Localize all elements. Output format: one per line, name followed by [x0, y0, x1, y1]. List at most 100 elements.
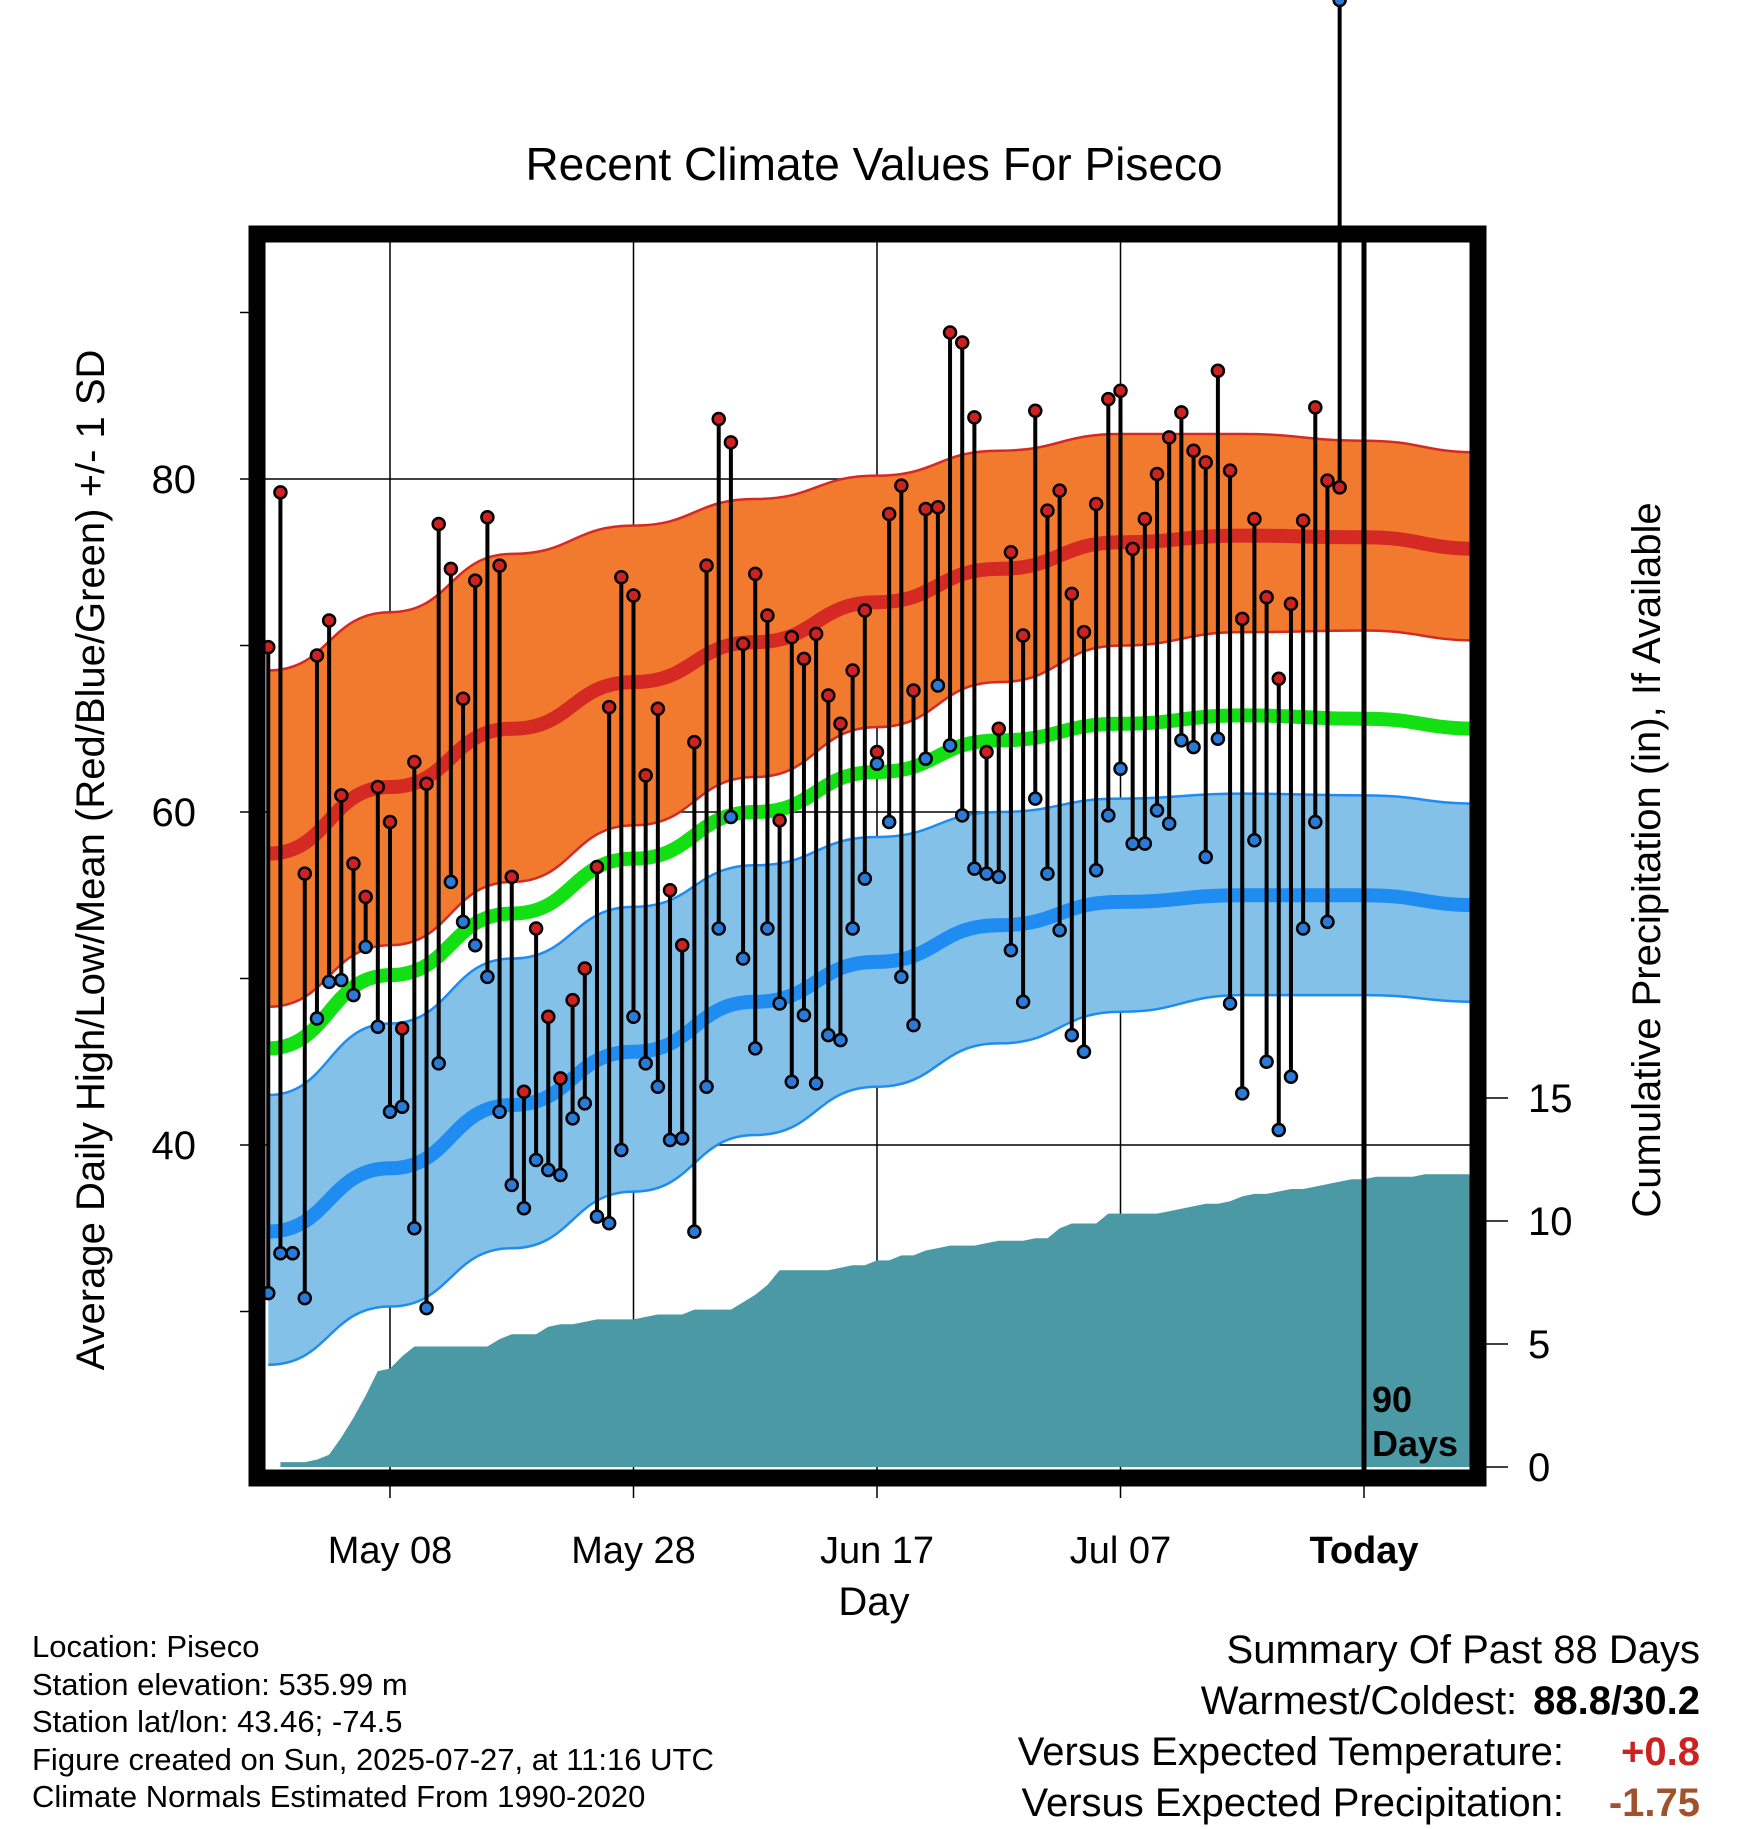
daily-high-point	[1113, 383, 1128, 399]
daily-high-point	[321, 613, 337, 628]
y-axis-label-right: Cumulative Precipitation (in), If Availa…	[1625, 502, 1669, 1217]
daily-low-point	[394, 1099, 410, 1114]
daily-low-point	[1259, 1054, 1274, 1069]
daily-low-point	[1210, 731, 1226, 746]
daily-low-point	[942, 738, 958, 753]
daily-high-point	[309, 648, 325, 663]
warm-cold-value: 88.8/30.2	[1533, 1679, 1700, 1723]
daily-low-point	[1003, 942, 1019, 958]
daily-low-point	[674, 1131, 690, 1146]
daily-low-point	[321, 974, 337, 990]
daily-high-point	[1149, 466, 1165, 482]
daily-high-point	[894, 478, 909, 493]
daily-low-point	[1271, 1122, 1287, 1138]
daily-low-point	[918, 751, 933, 766]
daily-high-point	[930, 500, 946, 515]
daily-high-point	[1186, 443, 1201, 458]
x-tick-label-jun-17: Jun 17	[820, 1530, 934, 1572]
daily-low-point	[358, 939, 373, 955]
daily-low-point	[930, 678, 946, 693]
y-tick-label-40: 40	[152, 1124, 197, 1168]
daily-low-point	[699, 1079, 714, 1094]
daily-low-point	[297, 1290, 313, 1306]
daily-high-point	[918, 501, 933, 517]
daily-low-point	[857, 871, 873, 886]
daily-low-point	[1332, 0, 1347, 8]
daily-low-point	[467, 937, 483, 953]
daily-low-point	[1235, 1086, 1250, 1101]
chart-title: Recent Climate Values For Piseco	[525, 138, 1222, 190]
y-tick-label-right-10: 10	[1528, 1200, 1573, 1244]
today-days-label-2: Days	[1372, 1423, 1458, 1464]
daily-high-point	[516, 1084, 532, 1099]
daily-low-point	[735, 951, 751, 966]
daily-low-point	[553, 1167, 568, 1183]
daily-low-point	[1125, 836, 1140, 851]
daily-low-point	[1113, 761, 1128, 776]
daily-low-point	[881, 814, 897, 830]
daily-high-point	[1064, 586, 1080, 602]
daily-low-point	[1028, 791, 1043, 806]
daily-low-point	[504, 1177, 519, 1193]
daily-low-point	[784, 1074, 800, 1089]
daily-high-point	[1015, 628, 1031, 643]
daily-low-point	[991, 869, 1006, 885]
y-tick-label-right-15: 15	[1528, 1077, 1573, 1121]
daily-high-point	[1332, 480, 1347, 495]
daily-low-point	[1137, 836, 1153, 851]
daily-high-point	[735, 636, 751, 652]
summary-precip: Versus Expected Precipitation: -1.75	[1018, 1778, 1700, 1829]
daily-low-point	[480, 969, 495, 985]
daily-high-point	[869, 744, 885, 760]
daily-low-point	[796, 1007, 812, 1023]
daily-high-point	[541, 1009, 556, 1025]
daily-high-point	[504, 869, 519, 885]
daily-high-point	[1247, 511, 1262, 527]
daily-low-point	[577, 1096, 593, 1111]
daily-low-point	[967, 861, 982, 876]
daily-high-point	[954, 335, 970, 350]
daily-high-point	[687, 734, 702, 750]
daily-high-point	[1235, 611, 1250, 627]
daily-low-point	[273, 1245, 288, 1261]
daily-low-point	[748, 1041, 763, 1056]
daily-high-point	[1295, 513, 1311, 528]
daily-high-point	[674, 937, 690, 953]
daily-high-point	[662, 883, 678, 898]
daily-low-point	[1064, 1027, 1080, 1043]
daily-low-point	[285, 1245, 300, 1261]
daily-low-point	[1161, 816, 1177, 831]
high-lower-edge	[268, 629, 1470, 1009]
daily-low-point	[407, 1221, 422, 1236]
daily-low-point	[760, 921, 775, 936]
created-text: Figure created on Sun, 2025-07-27, at 11…	[32, 1741, 714, 1777]
daily-high-point	[699, 558, 714, 573]
daily-high-point	[1101, 391, 1116, 407]
x-tick-label-jul-07: Jul 07	[1070, 1530, 1171, 1572]
daily-high-point	[1198, 455, 1213, 470]
daily-high-point	[601, 699, 617, 715]
x-tick-label-may-28: May 28	[571, 1530, 696, 1572]
daily-high-point	[577, 961, 593, 976]
daily-high-point	[650, 701, 666, 717]
daily-low-point	[370, 1019, 386, 1035]
daily-low-point	[772, 996, 787, 1011]
daily-high-point	[784, 629, 800, 645]
daily-high-point	[991, 721, 1006, 736]
daily-low-point	[431, 1056, 446, 1071]
daily-low-point	[1149, 803, 1165, 818]
daily-high-point	[821, 688, 836, 703]
daily-low-point	[419, 1300, 434, 1316]
daily-high-point	[358, 889, 373, 905]
daily-low-point	[601, 1216, 617, 1231]
daily-low-point	[1320, 914, 1335, 930]
daily-high-point	[1076, 624, 1092, 640]
normal-mean-line	[267, 708, 1470, 1056]
normals-text: Climate Normals Estimated From 1990-2020	[32, 1779, 646, 1814]
daily-high-point	[419, 776, 434, 791]
daily-high-point	[1210, 363, 1226, 379]
daily-high-point	[760, 608, 775, 623]
daily-high-point	[833, 716, 848, 732]
daily-high-point	[1040, 503, 1055, 518]
